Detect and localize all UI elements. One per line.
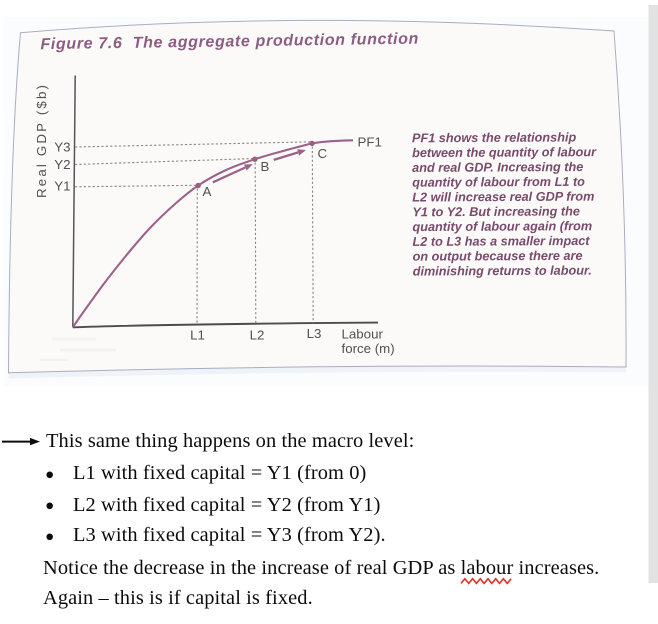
svg-text:diminishing returns to labour.: diminishing returns to labour.: [413, 264, 592, 279]
svg-text:Y1 to Y2. But increasing the: Y1 to Y2. But increasing the: [412, 204, 580, 219]
svg-text:L2 to L3 has a smaller impact: L2 to L3 has a smaller impact: [412, 234, 590, 249]
svg-text:PF1: PF1: [358, 134, 382, 149]
svg-text:quantity of labour from L1 to: quantity of labour from L1 to: [412, 175, 585, 190]
svg-text:L2: L2: [250, 328, 265, 343]
svg-text:Real GDP ($b): Real GDP ($b): [34, 85, 49, 198]
svg-text:C: C: [318, 146, 328, 161]
svg-text:L2 will increase real GDP from: L2 will increase real GDP from: [412, 190, 594, 205]
svg-text:Labour: Labour: [342, 326, 384, 341]
svg-text:PF1 shows the relationship: PF1 shows the relationship: [412, 130, 577, 145]
svg-text:force (m): force (m): [342, 341, 395, 356]
svg-text:Y2: Y2: [54, 157, 70, 172]
svg-text:L3: L3: [307, 326, 322, 341]
svg-text:L1: L1: [190, 328, 205, 343]
svg-text:and real GDP. Increasing the: and real GDP. Increasing the: [412, 160, 583, 175]
svg-text:A: A: [203, 184, 212, 199]
svg-text:Y3: Y3: [54, 139, 70, 154]
svg-text:quantity of labour again (from: quantity of labour again (from: [412, 219, 592, 234]
svg-text:B: B: [261, 159, 270, 174]
svg-text:Figure 7.6 The aggregate prod: Figure 7.6 The aggregate production func…: [40, 31, 418, 54]
svg-text:between the quantity of labour: between the quantity of labour: [412, 145, 597, 160]
svg-text:on output because there are: on output because there are: [413, 249, 583, 264]
svg-text:Y1: Y1: [54, 179, 70, 194]
